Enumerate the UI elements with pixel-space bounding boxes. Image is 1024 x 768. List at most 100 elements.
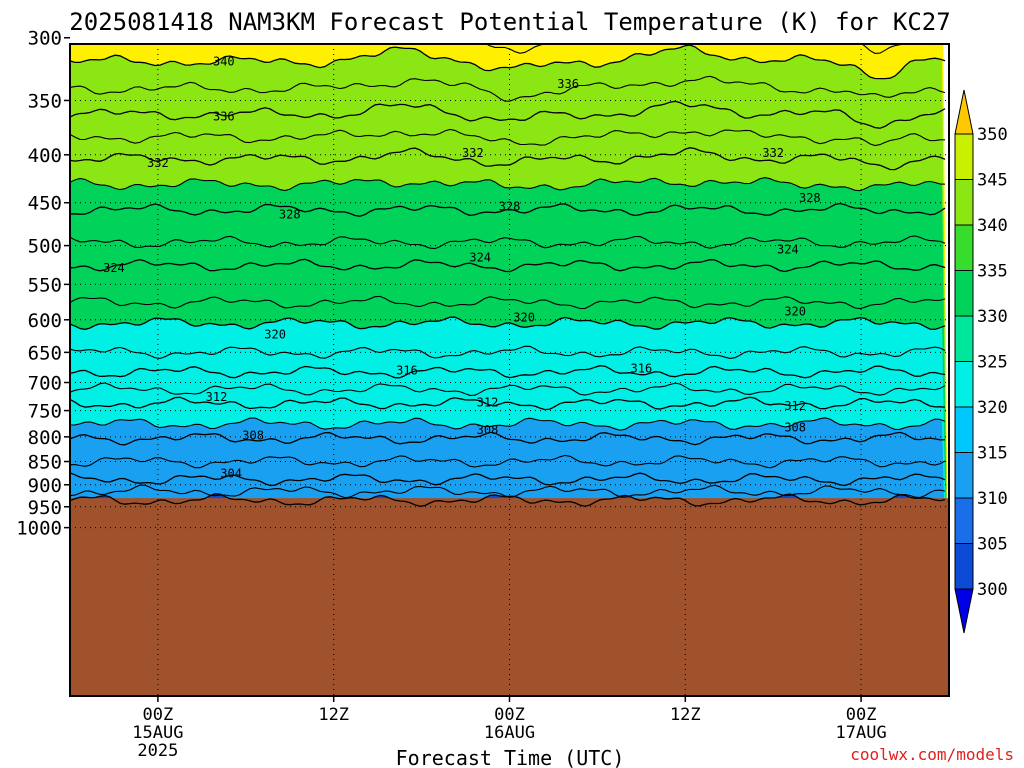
y-tick-label-950: 950: [28, 497, 62, 519]
contour-label-25: 308: [477, 423, 499, 437]
x-axis-label: Forecast Time (UTC): [396, 746, 625, 768]
contour-label-5: 336: [213, 109, 235, 123]
colorbar: 300 305 310 315 320 325 330 335 340 345 350: [954, 89, 1008, 634]
ground-fill: [70, 498, 949, 696]
x-tick-date-0: 15AUG: [132, 723, 183, 743]
y-tick-label-400: 400: [28, 145, 62, 167]
x-tick-label-3: 12Z: [670, 705, 701, 725]
contour-326: [70, 235, 946, 250]
y-tick-label-750: 750: [28, 401, 62, 423]
colorbar-box-315: [954, 406, 974, 453]
contour-324: [70, 258, 946, 273]
contour-label-12: 328: [799, 191, 821, 205]
colorbar-label-330: 330: [977, 307, 1008, 327]
y-tick-label-1000: 1000: [16, 518, 62, 540]
contour-338: [70, 75, 946, 102]
contour-314: [70, 382, 946, 396]
contour-label-17: 320: [513, 311, 535, 325]
chart-title: 2025081418 NAM3KM Forecast Potential Tem…: [69, 8, 950, 36]
y-axis-pressure-ticks: 2503003504004505005506006507007508008509…: [16, 28, 70, 540]
colorbar-label-320: 320: [977, 398, 1008, 418]
contour-label-21: 312: [206, 390, 228, 404]
contour-label-23: 312: [784, 399, 806, 413]
y-tick-label-700: 700: [28, 373, 62, 395]
colorbar-box-335: [954, 224, 974, 271]
y-tick-label-500: 500: [28, 236, 62, 258]
colorbar-label-310: 310: [977, 489, 1008, 509]
contour-label-13: 324: [103, 261, 125, 275]
contour-label-6: 336: [557, 77, 579, 91]
colorbar-label-335: 335: [977, 262, 1008, 282]
colorbar-label-345: 345: [977, 171, 1008, 191]
contour-label-3: 340: [213, 54, 235, 68]
x-tick-year-0: 2025: [137, 741, 178, 761]
x-tick-date-4: 17AUG: [836, 723, 887, 743]
contour-302: [70, 484, 946, 499]
contour-label-24: 308: [242, 428, 264, 442]
y-tick-label-350: 350: [28, 90, 62, 112]
y-tick-label-550: 550: [28, 274, 62, 296]
contour-label-15: 324: [777, 243, 799, 257]
contour-label-10: 328: [279, 207, 301, 221]
theta-contours: [70, 0, 946, 507]
contour-label-26: 308: [784, 421, 806, 435]
contour-322: [70, 295, 946, 310]
contour-304: [70, 472, 946, 487]
contour-label-7: 332: [147, 156, 169, 170]
contour-label-14: 324: [469, 251, 491, 265]
contour-312: [70, 396, 946, 411]
contour-318: [70, 345, 946, 359]
contour-346: [70, 0, 945, 3]
colorbar-box-345: [954, 133, 974, 180]
colorbar-box-330: [954, 270, 974, 317]
contour-340: [70, 44, 946, 80]
colorbar-label-325: 325: [977, 353, 1008, 373]
colorbar-under-arrow: [954, 588, 974, 634]
y-tick-label-300: 300: [28, 28, 62, 50]
y-tick-label-600: 600: [28, 310, 62, 332]
x-tick-label-2: 00Z: [494, 705, 525, 725]
colorbar-box-305: [954, 497, 974, 544]
contour-label-11: 328: [499, 199, 521, 213]
contour-332: [70, 147, 946, 171]
contour-306: [70, 454, 946, 469]
contour-330: [70, 177, 946, 192]
contour-342: [242, 44, 935, 54]
contour-label-27: 304: [220, 466, 242, 480]
colorbar-box-310: [954, 452, 974, 499]
credit-text: coolwx.com/models: [850, 745, 1014, 764]
contour-label-19: 316: [396, 364, 418, 378]
x-tick-label-1: 12Z: [318, 705, 349, 725]
plot-area: 3483443443403403363363323323323283283283…: [70, 0, 949, 696]
contour-labels: 3483443443403403363363323323323283283283…: [103, 54, 821, 480]
contour-label-16: 320: [264, 327, 286, 341]
contour-336: [70, 100, 946, 129]
colorbar-label-300: 300: [977, 580, 1008, 600]
y-tick-label-650: 650: [28, 342, 62, 364]
colorbar-label-340: 340: [977, 216, 1008, 236]
contour-308: [70, 431, 946, 446]
contour-328: [70, 202, 946, 217]
y-tick-label-850: 850: [28, 452, 62, 474]
contour-label-9: 332: [762, 146, 784, 160]
contour-320: [70, 316, 946, 331]
colorbar-box-340: [954, 179, 974, 226]
x-tick-label-4: 00Z: [846, 705, 877, 725]
x-tick-date-2: 16AUG: [484, 723, 535, 743]
contour-310: [70, 417, 946, 431]
contour-label-8: 332: [462, 146, 484, 160]
contour-334: [70, 128, 945, 147]
contour-label-22: 312: [477, 395, 499, 409]
y-tick-label-800: 800: [28, 427, 62, 449]
terrain-ground: [70, 498, 949, 696]
y-tick-label-900: 900: [28, 475, 62, 497]
colorbar-box-320: [954, 361, 974, 408]
colorbar-label-350: 350: [977, 125, 1008, 145]
colorbar-over-arrow: [954, 89, 974, 135]
y-tick-label-450: 450: [28, 193, 62, 215]
colorbar-box-325: [954, 315, 974, 362]
colorbar-label-315: 315: [977, 444, 1008, 464]
contour-label-20: 316: [631, 361, 653, 375]
